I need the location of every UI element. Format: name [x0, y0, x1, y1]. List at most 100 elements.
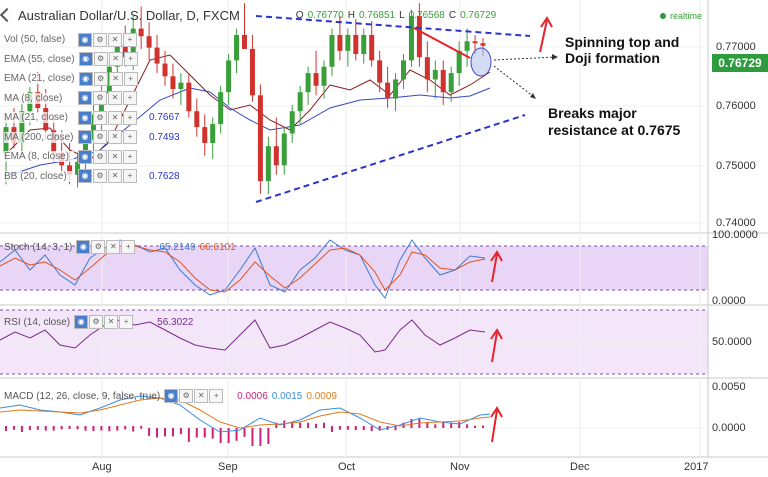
macd-hist-bar: [466, 424, 469, 428]
macd-hist-bar: [450, 422, 453, 428]
macd-hist-bar: [195, 428, 198, 438]
candle-body: [265, 146, 271, 182]
candle-body: [59, 152, 65, 166]
candle-body: [424, 57, 430, 80]
macd-hist-bar: [132, 426, 135, 432]
macd-hist-bar: [267, 428, 270, 445]
candle-body: [154, 47, 160, 64]
candle-body: [480, 43, 486, 46]
macd-hist-bar: [156, 428, 159, 438]
candle-body: [369, 34, 375, 61]
macd-hist-bar: [68, 426, 71, 429]
macd-hist-bar: [28, 426, 31, 431]
candle-body: [83, 139, 88, 163]
macd-hist-bar: [219, 428, 222, 443]
candle-body: [289, 111, 295, 134]
candle-body: [472, 41, 478, 44]
candle-body: [194, 111, 200, 128]
candle-body: [186, 82, 192, 112]
macd-hist-bar: [52, 426, 55, 431]
macd-hist-bar: [211, 428, 214, 439]
macd-hist-bar: [346, 426, 349, 430]
macd-hist-bar: [203, 428, 206, 438]
candle-body: [416, 15, 422, 58]
macd-hist-bar: [434, 424, 437, 428]
stoch-k-line: [0, 239, 486, 300]
macd-hist-bar: [378, 426, 381, 431]
up-arrow-icon: [490, 250, 503, 283]
candle-body: [170, 76, 176, 89]
macd-hist-bar: [60, 426, 63, 430]
candle-body: [226, 60, 232, 93]
macd-hist-bar: [474, 425, 477, 428]
macd-hist-bar: [458, 422, 461, 428]
macd-hist-bar: [482, 425, 484, 428]
doji-highlight: [470, 47, 492, 77]
candle-body: [114, 44, 120, 67]
macd-hist-bar: [307, 422, 310, 428]
candle-body: [456, 50, 462, 74]
candle-body: [313, 73, 319, 86]
candle-body: [401, 60, 406, 80]
macd-hist-bar: [291, 422, 294, 428]
candle-body: [27, 92, 33, 112]
macd-hist-bar: [330, 426, 333, 432]
candle-body: [321, 66, 327, 86]
macd-hist-bar: [84, 426, 87, 431]
candle-body: [162, 63, 168, 77]
candle-body: [130, 28, 136, 58]
candle-body: [297, 92, 303, 112]
macd-hist-bar: [275, 422, 278, 428]
candle-body: [75, 162, 81, 175]
up-arrow-icon: [490, 406, 503, 443]
candle-body: [249, 48, 255, 96]
candle-body: [35, 92, 41, 109]
macd-hist-bar: [36, 426, 39, 430]
candle-body: [19, 111, 25, 144]
macd-hist-bar: [92, 426, 95, 432]
resistance-line: [413, 27, 471, 59]
candle-body: [146, 36, 152, 48]
macd-hist-bar: [354, 426, 357, 431]
candle-body: [210, 123, 216, 144]
macd-hist-bar: [164, 428, 166, 437]
macd-hist-bar: [100, 426, 103, 431]
macd-hist-bar: [108, 426, 111, 432]
candle-body: [353, 34, 359, 55]
candle-body: [329, 34, 335, 67]
lower-trendline: [255, 114, 526, 203]
macd-hist-bar: [410, 419, 413, 428]
macd-hist-bar: [140, 426, 143, 429]
macd-hist-bar: [5, 426, 7, 432]
macd-line: [0, 395, 491, 433]
macd-hist-bar: [259, 428, 262, 446]
candle-body: [90, 114, 96, 140]
macd-hist-bar: [323, 422, 325, 428]
candle-body: [43, 108, 49, 131]
macd-hist-bar: [171, 428, 174, 437]
macd-hist-bar: [370, 426, 373, 432]
candle-body: [345, 34, 351, 51]
candle-body: [178, 82, 184, 89]
macd-hist-bar: [148, 428, 151, 436]
candle-body: [393, 79, 399, 99]
macd-hist-bar: [116, 426, 119, 431]
up-arrow-icon: [490, 328, 503, 363]
macd-hist-bar: [251, 428, 254, 446]
rsi-line: [0, 319, 486, 353]
candle-body: [305, 73, 311, 93]
macd-hist-bar: [362, 426, 365, 431]
macd-hist-bar: [243, 428, 246, 437]
macd-hist-bar: [442, 422, 445, 428]
candle-body: [98, 93, 104, 115]
macd-hist-bar: [227, 428, 230, 443]
candle-body: [385, 82, 391, 99]
up-arrow-icon: [539, 16, 553, 53]
candle-body: [337, 34, 343, 51]
macd-signal-line: [0, 397, 491, 429]
candle-body: [234, 34, 240, 61]
candle-body: [408, 15, 414, 61]
main-pane: [0, 0, 708, 232]
macd-hist-bar: [394, 426, 397, 431]
